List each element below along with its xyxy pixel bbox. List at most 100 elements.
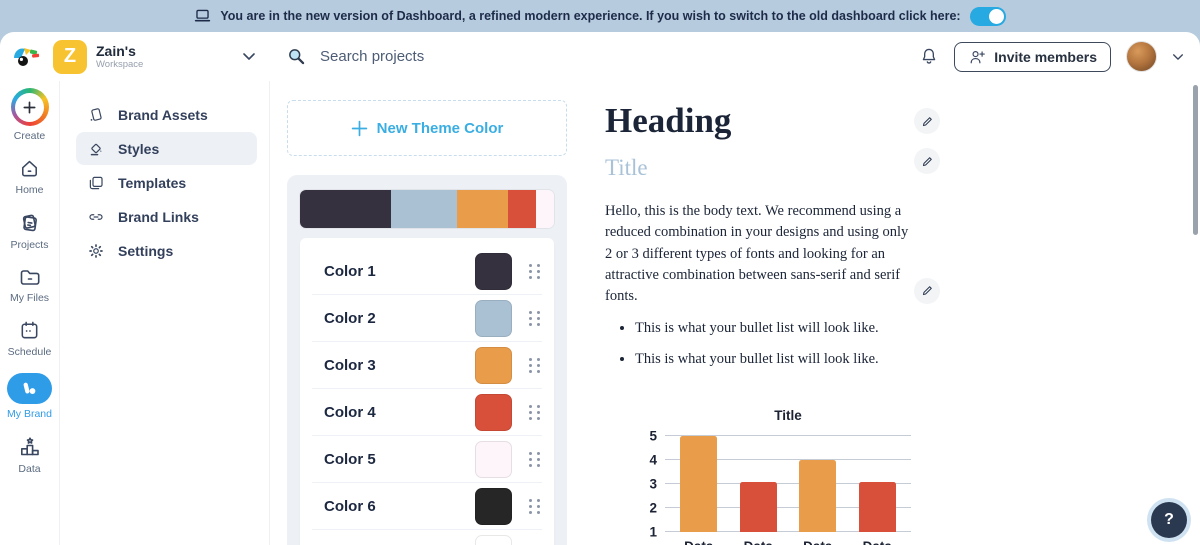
chart-bar bbox=[680, 436, 718, 533]
person-plus-icon bbox=[970, 50, 986, 63]
rail-item-my-files[interactable]: My Files bbox=[10, 266, 49, 304]
create-button bbox=[10, 88, 49, 126]
sidebar-item-styles[interactable]: Styles bbox=[76, 132, 257, 165]
color-row: Color 7 bbox=[312, 530, 542, 545]
pencil-icon bbox=[922, 116, 932, 126]
plus-icon bbox=[351, 120, 367, 136]
brand-swatch-icon bbox=[23, 382, 36, 394]
x-tick-label: Data bbox=[744, 539, 773, 545]
rail-item-data[interactable]: Data bbox=[18, 435, 42, 475]
search-input[interactable] bbox=[320, 48, 620, 65]
rail-label: Projects bbox=[10, 239, 49, 251]
color-swatch[interactable] bbox=[475, 393, 512, 431]
drag-handle-icon[interactable] bbox=[529, 263, 540, 279]
y-tick-label: 4 bbox=[649, 452, 657, 468]
workspace-chevron-icon[interactable] bbox=[242, 52, 256, 61]
rail-label: Create bbox=[13, 130, 46, 142]
sidebar-item-brand-assets[interactable]: Brand Assets bbox=[76, 98, 257, 131]
drag-handle-icon[interactable] bbox=[529, 404, 540, 420]
x-tick-label: Data bbox=[803, 539, 832, 545]
invite-members-button[interactable]: Invite members bbox=[954, 41, 1111, 72]
palette-strip[interactable] bbox=[300, 190, 554, 228]
profile-menu-chevron-icon[interactable] bbox=[1172, 53, 1184, 61]
sidebar-item-label: Settings bbox=[118, 242, 174, 259]
color-swatch[interactable] bbox=[475, 440, 512, 478]
rail-item-create[interactable]: Create bbox=[10, 88, 49, 142]
gear-icon bbox=[89, 243, 103, 258]
chart-gridline bbox=[665, 507, 911, 509]
drag-handle-icon[interactable] bbox=[529, 357, 540, 373]
typography-preview: Heading Title bbox=[605, 101, 940, 545]
topbar: Z Zain's Workspace bbox=[0, 32, 1200, 81]
workspace-area: Z Zain's Workspace bbox=[0, 39, 270, 74]
color-row: Color 2 bbox=[312, 295, 542, 342]
palette-segment bbox=[300, 190, 392, 228]
pencil-icon bbox=[922, 156, 932, 166]
brand-sidebar: Brand Assets Styles Templates bbox=[60, 81, 270, 545]
rail-label: Schedule bbox=[7, 346, 52, 358]
old-dashboard-toggle[interactable] bbox=[969, 6, 1006, 26]
body-paragraph: Hello, this is the body text. We recomme… bbox=[605, 203, 909, 305]
drag-handle-icon[interactable] bbox=[529, 498, 540, 514]
sidebar-item-brand-links[interactable]: Brand Links bbox=[76, 200, 257, 233]
notifications-bell-icon[interactable] bbox=[919, 46, 939, 67]
chart-gridline bbox=[665, 435, 911, 437]
workspace-avatar[interactable]: Z bbox=[53, 39, 87, 74]
bullet-item: This is what your bullet list will look … bbox=[635, 349, 913, 370]
palette-segment bbox=[391, 190, 458, 228]
y-tick-label: 3 bbox=[649, 476, 657, 492]
rail-item-schedule[interactable]: Schedule bbox=[7, 319, 52, 358]
chart-x-labels: Data Data Data Data bbox=[665, 539, 911, 545]
search-icon bbox=[289, 49, 305, 65]
edit-title-button[interactable] bbox=[914, 148, 940, 174]
chart-bar bbox=[739, 481, 777, 533]
color-row: Color 1 bbox=[312, 248, 542, 295]
color-label: Color 6 bbox=[324, 497, 376, 515]
sidebar-item-label: Brand Links bbox=[118, 208, 199, 225]
profile-avatar[interactable] bbox=[1126, 41, 1157, 72]
edit-body-button[interactable] bbox=[914, 277, 940, 304]
color-swatch[interactable] bbox=[475, 252, 512, 290]
help-button[interactable]: ? bbox=[1151, 502, 1187, 538]
color-swatch[interactable] bbox=[475, 534, 512, 545]
sidebar-item-templates[interactable]: Templates bbox=[76, 166, 257, 199]
chart-plot bbox=[665, 435, 911, 533]
toggle-knob bbox=[988, 8, 1004, 24]
scrollbar-thumb[interactable] bbox=[1193, 85, 1198, 235]
podium-icon bbox=[20, 437, 39, 456]
y-tick-label: 2 bbox=[649, 500, 657, 516]
workspace-sub: Workspace bbox=[96, 59, 144, 71]
brand-pill bbox=[7, 373, 52, 404]
rail-item-my-brand[interactable]: My Brand bbox=[7, 373, 52, 420]
rail-label: My Files bbox=[9, 292, 50, 304]
new-theme-color-button[interactable]: New Theme Color bbox=[287, 100, 567, 156]
color-row: Color 6 bbox=[312, 483, 542, 530]
banner-text: You are in the new version of Dashboard,… bbox=[220, 9, 961, 23]
workspace-label[interactable]: Zain's Workspace bbox=[96, 43, 143, 70]
chart-bars bbox=[665, 436, 911, 533]
chart-bar bbox=[799, 460, 837, 533]
rail-item-home[interactable]: Home bbox=[15, 157, 44, 196]
sidebar-item-settings[interactable]: Settings bbox=[76, 234, 257, 267]
edit-heading-button[interactable] bbox=[914, 108, 940, 134]
drag-handle-icon[interactable] bbox=[529, 310, 540, 326]
preview-title: Title bbox=[605, 155, 648, 180]
pencil-icon bbox=[922, 286, 932, 296]
laptop-icon bbox=[195, 9, 211, 22]
rail-item-projects[interactable]: Projects bbox=[10, 211, 49, 251]
calendar-icon bbox=[21, 321, 38, 339]
sidebar-item-label: Templates bbox=[118, 174, 187, 191]
color-label: Color 2 bbox=[324, 309, 376, 327]
palette-segment bbox=[536, 190, 554, 228]
left-rail: Create Home Projects bbox=[0, 81, 60, 545]
chart-gridline bbox=[665, 483, 911, 485]
color-swatch[interactable] bbox=[475, 346, 512, 384]
templates-icon bbox=[89, 176, 103, 189]
palette-segment bbox=[457, 190, 509, 228]
bullet-list: This is what your bullet list will look … bbox=[635, 318, 913, 371]
drag-handle-icon[interactable] bbox=[529, 451, 540, 467]
color-swatch[interactable] bbox=[475, 487, 512, 525]
y-tick-label: 1 bbox=[649, 524, 657, 540]
app-shell: Z Zain's Workspace bbox=[0, 32, 1200, 545]
color-swatch[interactable] bbox=[475, 299, 512, 337]
